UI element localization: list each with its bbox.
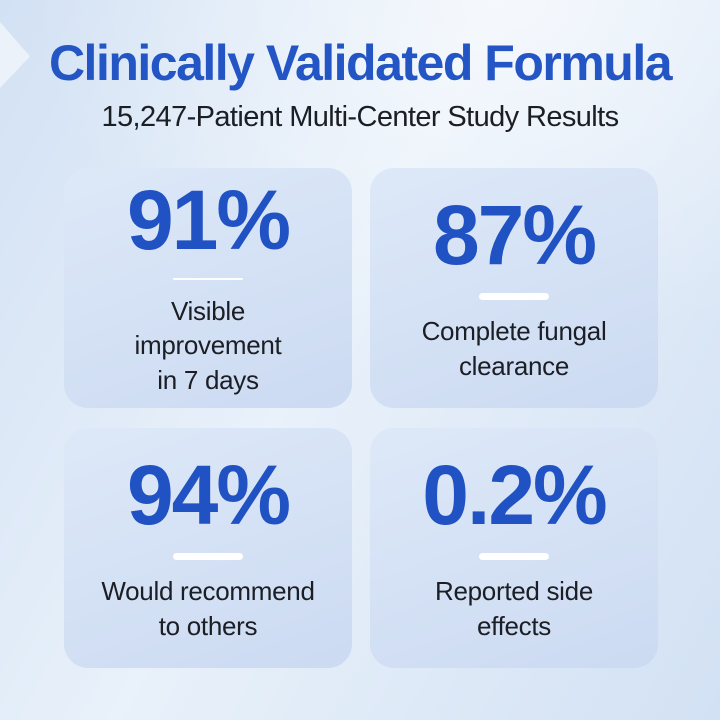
stat-value: 87% bbox=[432, 187, 597, 282]
stat-value: 94% bbox=[126, 447, 291, 542]
stat-card-fungal-clearance: 87% Complete fungal clearance bbox=[370, 168, 658, 408]
stat-card-visible-improvement: 91% Visible improvement in 7 days bbox=[64, 168, 352, 408]
header: Clinically Validated Formula 15,247-Pati… bbox=[0, 36, 720, 134]
stat-divider bbox=[479, 552, 549, 560]
stat-divider bbox=[479, 292, 549, 300]
stat-card-would-recommend: 94% Would recommend to others bbox=[64, 428, 352, 668]
stats-grid: 91% Visible improvement in 7 days 87% Co… bbox=[64, 168, 658, 668]
page-subtitle: 15,247-Patient Multi-Center Study Result… bbox=[101, 101, 620, 133]
stat-label: Visible improvement in 7 days bbox=[134, 295, 282, 396]
page-title: Clinically Validated Formula bbox=[48, 35, 673, 91]
stat-label: Complete fungal clearance bbox=[421, 315, 607, 381]
stat-card-side-effects: 0.2% Reported side effects bbox=[370, 428, 658, 668]
stat-label: Reported side effects bbox=[435, 575, 593, 641]
stat-divider bbox=[173, 278, 243, 280]
stat-value: 0.2% bbox=[422, 447, 607, 542]
stat-value: 91% bbox=[126, 173, 291, 267]
stat-label: Would recommend to others bbox=[101, 575, 315, 641]
stat-divider bbox=[173, 552, 243, 560]
